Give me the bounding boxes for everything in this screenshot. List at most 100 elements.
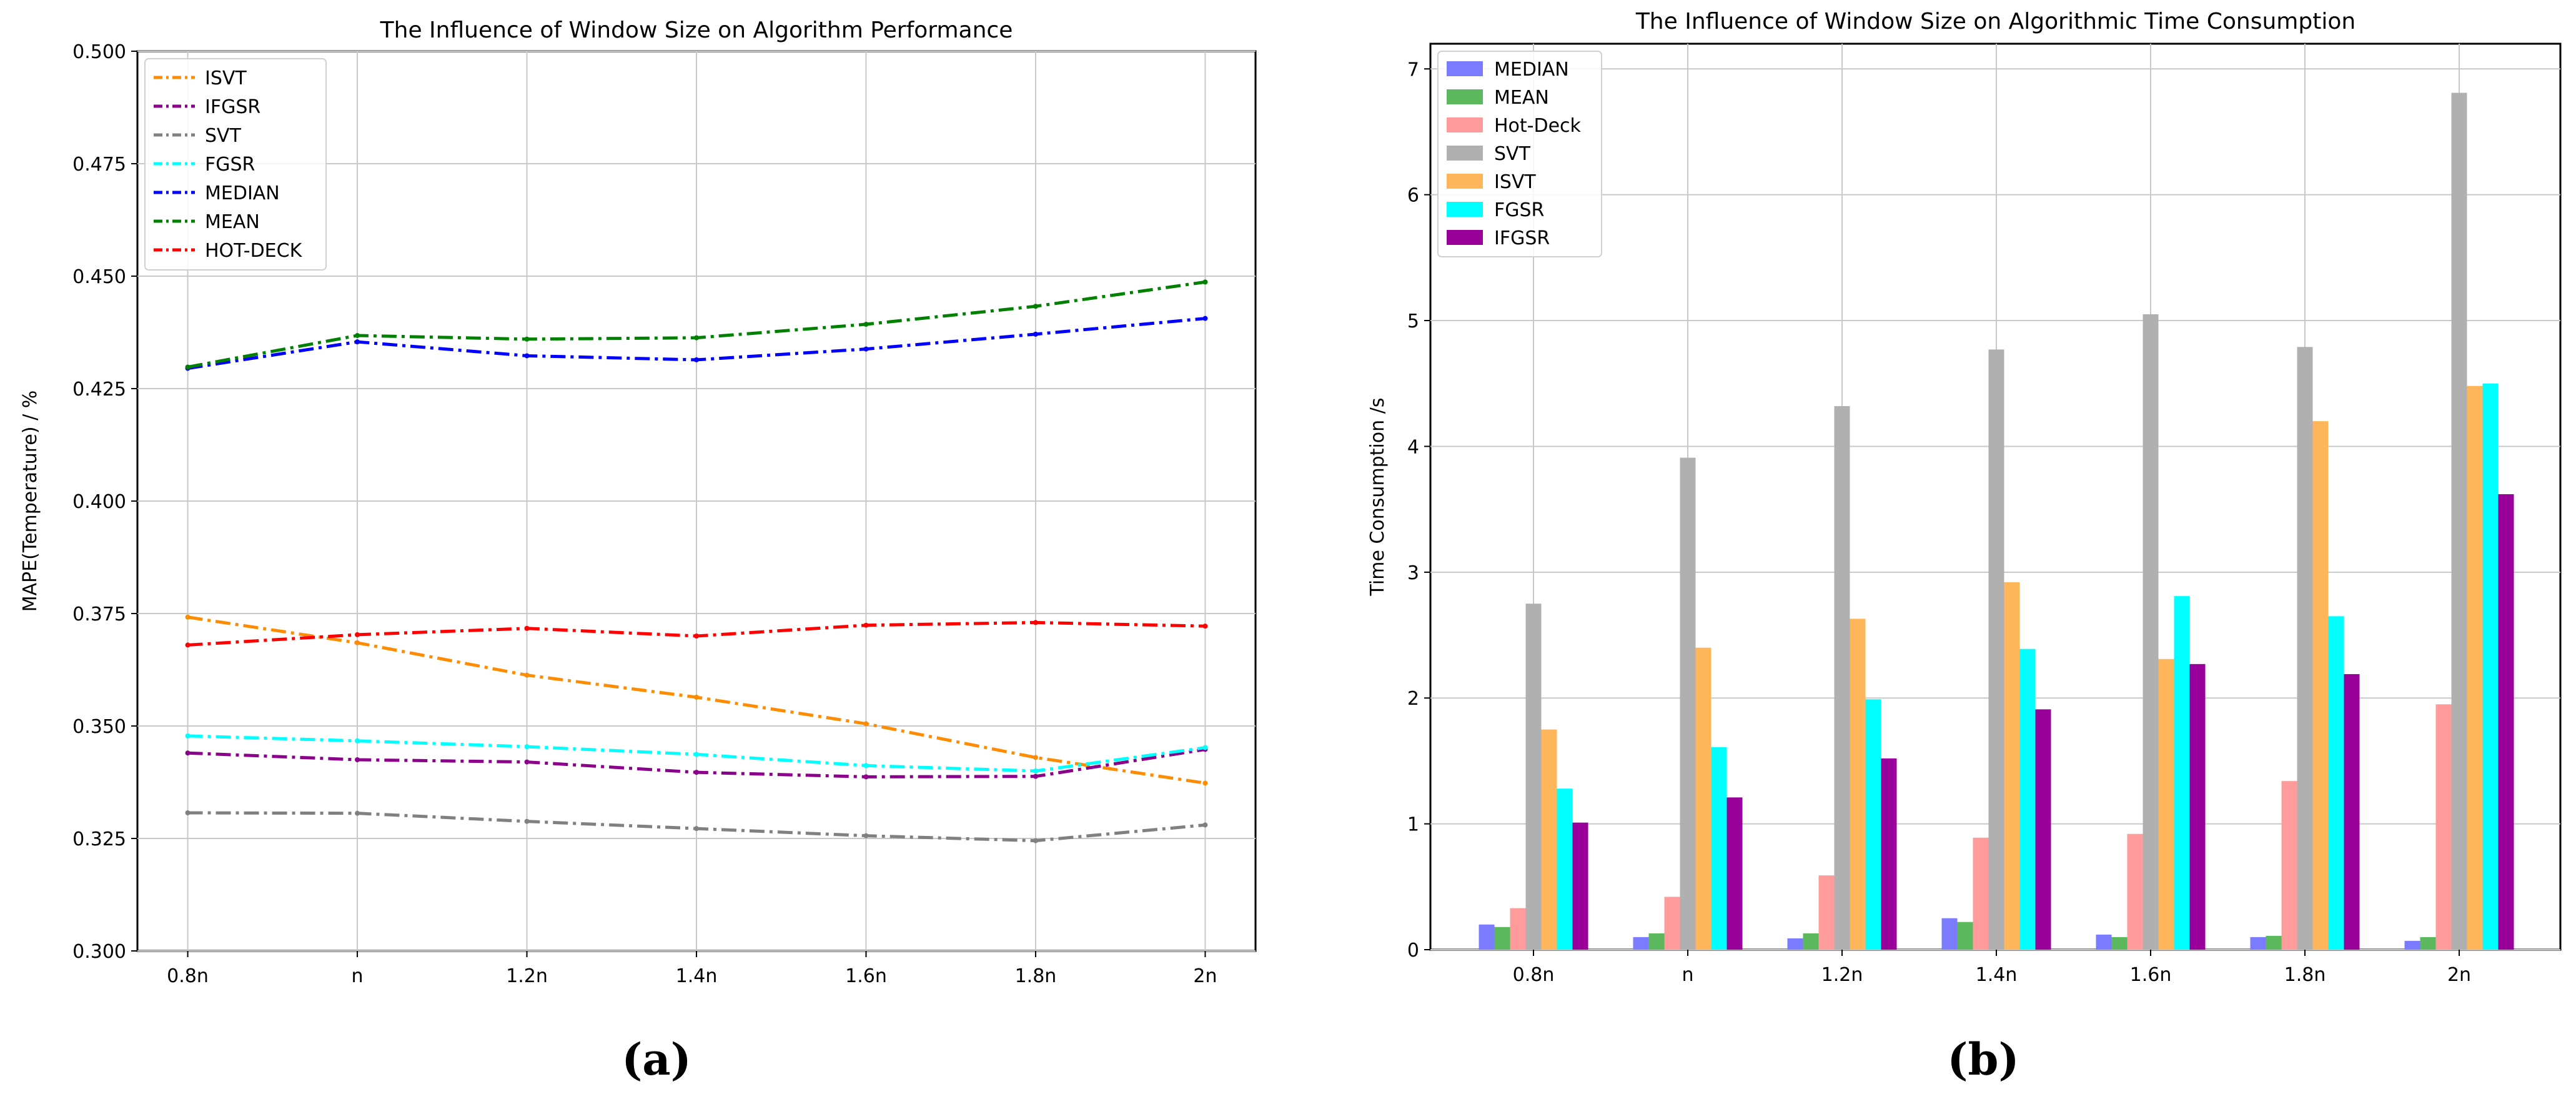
bar-fgsr (1557, 788, 1573, 950)
bar-ifgsr (1726, 797, 1743, 950)
y-axis-label-b: Time Consumption /s (1367, 398, 1389, 597)
y-tick-label: 0.475 (72, 154, 126, 176)
panel-label-a: (a) (622, 1033, 691, 1085)
data-point-fgsr (1202, 745, 1208, 750)
y-tick-label: 0.450 (72, 266, 126, 288)
data-point-svt (1202, 822, 1208, 828)
data-point-isvt (355, 640, 360, 645)
bar-hot-deck (2435, 704, 2452, 950)
bar-fgsr (2482, 383, 2499, 950)
legend-label-svt: SVT (205, 125, 242, 147)
data-point-ifgsr (185, 750, 191, 756)
data-point-mean (185, 364, 191, 370)
legend-label-isvt: ISVT (205, 67, 247, 89)
data-point-ifgsr (694, 770, 699, 775)
y-tick-label: 0 (1407, 940, 1419, 962)
bar-mean (1957, 922, 1973, 950)
data-point-fgsr (1033, 768, 1038, 773)
bar-svt (1834, 406, 1850, 950)
legend-swatch-median (1447, 61, 1483, 76)
chart-title-b: The Influence of Window Size on Algorith… (1635, 9, 2356, 34)
bar-hot-deck (2281, 781, 2297, 950)
data-point-ifgsr (863, 774, 869, 780)
data-point-mean (863, 322, 869, 327)
x-tick-label: 1.4n (1976, 964, 2018, 986)
bar-mean (1494, 927, 1510, 950)
data-point-isvt (524, 672, 530, 678)
bar-mean (2266, 935, 2282, 950)
data-point-hot-deck (524, 625, 530, 631)
data-point-svt (355, 810, 360, 816)
bar-fgsr (2328, 616, 2344, 950)
x-tick-label: n (352, 965, 364, 987)
bar-svt (2143, 314, 2159, 950)
y-tick-label: 7 (1407, 59, 1419, 81)
bar-mean (1803, 933, 1819, 950)
legend-swatch-hot-deck (1447, 117, 1483, 132)
legend-label-mean: MEAN (205, 211, 260, 233)
y-tick-label: 0.425 (72, 379, 126, 400)
x-tick-label: 2n (2447, 964, 2471, 986)
y-axis-label-a: MAPE(Temperature) / % (19, 390, 41, 612)
grid-a (137, 51, 1256, 952)
bar-ifgsr (2498, 494, 2514, 950)
bar-median (1787, 938, 1803, 950)
data-point-isvt (1202, 780, 1208, 786)
x-tick-label: 1.6n (2130, 964, 2172, 986)
y-tick-label: 4 (1407, 436, 1419, 458)
bar-mean (2420, 937, 2436, 950)
data-point-svt (694, 826, 699, 832)
y-ticks-a: 0.300 0.325 0.350 0.375 0.400 0.425 0.450 0.475… (72, 41, 137, 963)
x-tick-label: 0.8n (167, 965, 209, 987)
y-ticks-b: 0 1 2 3 4 5 6 7 (1407, 59, 1430, 962)
data-point-median (863, 346, 869, 352)
bar-median (1633, 937, 1649, 950)
data-point-median (1202, 316, 1208, 321)
bar-ifgsr (2035, 709, 2051, 950)
data-point-median (1033, 331, 1038, 337)
legend-b: MEDIAN MEAN Hot-Deck SVT ISVT FGSR IFGSR (1437, 51, 1602, 257)
bar-fgsr (2174, 596, 2190, 950)
bar-isvt (2158, 659, 2174, 950)
bar-ifgsr (1572, 822, 1588, 950)
bar-fgsr (2019, 649, 2036, 950)
data-point-fgsr (185, 733, 191, 738)
data-point-median (524, 353, 530, 359)
legend-swatch-mean (1447, 89, 1483, 104)
data-point-fgsr (694, 752, 699, 757)
y-tick-label: 0.375 (72, 604, 126, 625)
data-point-svt (863, 833, 869, 838)
legend-label-svt: SVT (1494, 143, 1531, 165)
x-ticks-a: 0.8n n 1.2n 1.4n 1.6n 1.8n 2n (167, 951, 1217, 987)
data-point-svt (524, 818, 530, 824)
data-point-ifgsr (524, 759, 530, 765)
bar-svt (1525, 604, 1542, 950)
legend-label-hot-deck: Hot-Deck (1494, 115, 1582, 137)
data-point-isvt (185, 614, 191, 620)
x-tick-label: 1.2n (1821, 964, 1863, 986)
y-tick-label: 2 (1407, 688, 1419, 710)
panel-label-b: (b) (1947, 1033, 2019, 1085)
data-point-mean (355, 333, 360, 339)
legend-label-ifgsr: IFGSR (1494, 227, 1550, 249)
chart-title-a: The Influence of Window Size on Algorith… (380, 17, 1013, 43)
legend-label-ifgsr: IFGSR (205, 96, 260, 118)
bar-median (1941, 918, 1958, 950)
data-point-mean (694, 335, 699, 341)
bar-ifgsr (1881, 758, 1897, 950)
data-point-hot-deck (1033, 620, 1038, 625)
data-point-svt (1033, 838, 1038, 843)
bar-fgsr (1711, 747, 1727, 950)
y-tick-label: 0.300 (72, 941, 126, 963)
bar-mean (2111, 937, 2128, 950)
legend-label-fgsr: FGSR (1494, 199, 1544, 221)
y-tick-label: 3 (1407, 562, 1419, 584)
bar-svt (1680, 457, 1696, 950)
legend-swatch-ifgsr (1447, 230, 1483, 245)
data-point-fgsr (863, 763, 869, 768)
legend-swatch-svt (1447, 146, 1483, 161)
data-point-median (694, 357, 699, 362)
bar-isvt (1695, 647, 1712, 950)
bar-svt (2451, 92, 2467, 950)
